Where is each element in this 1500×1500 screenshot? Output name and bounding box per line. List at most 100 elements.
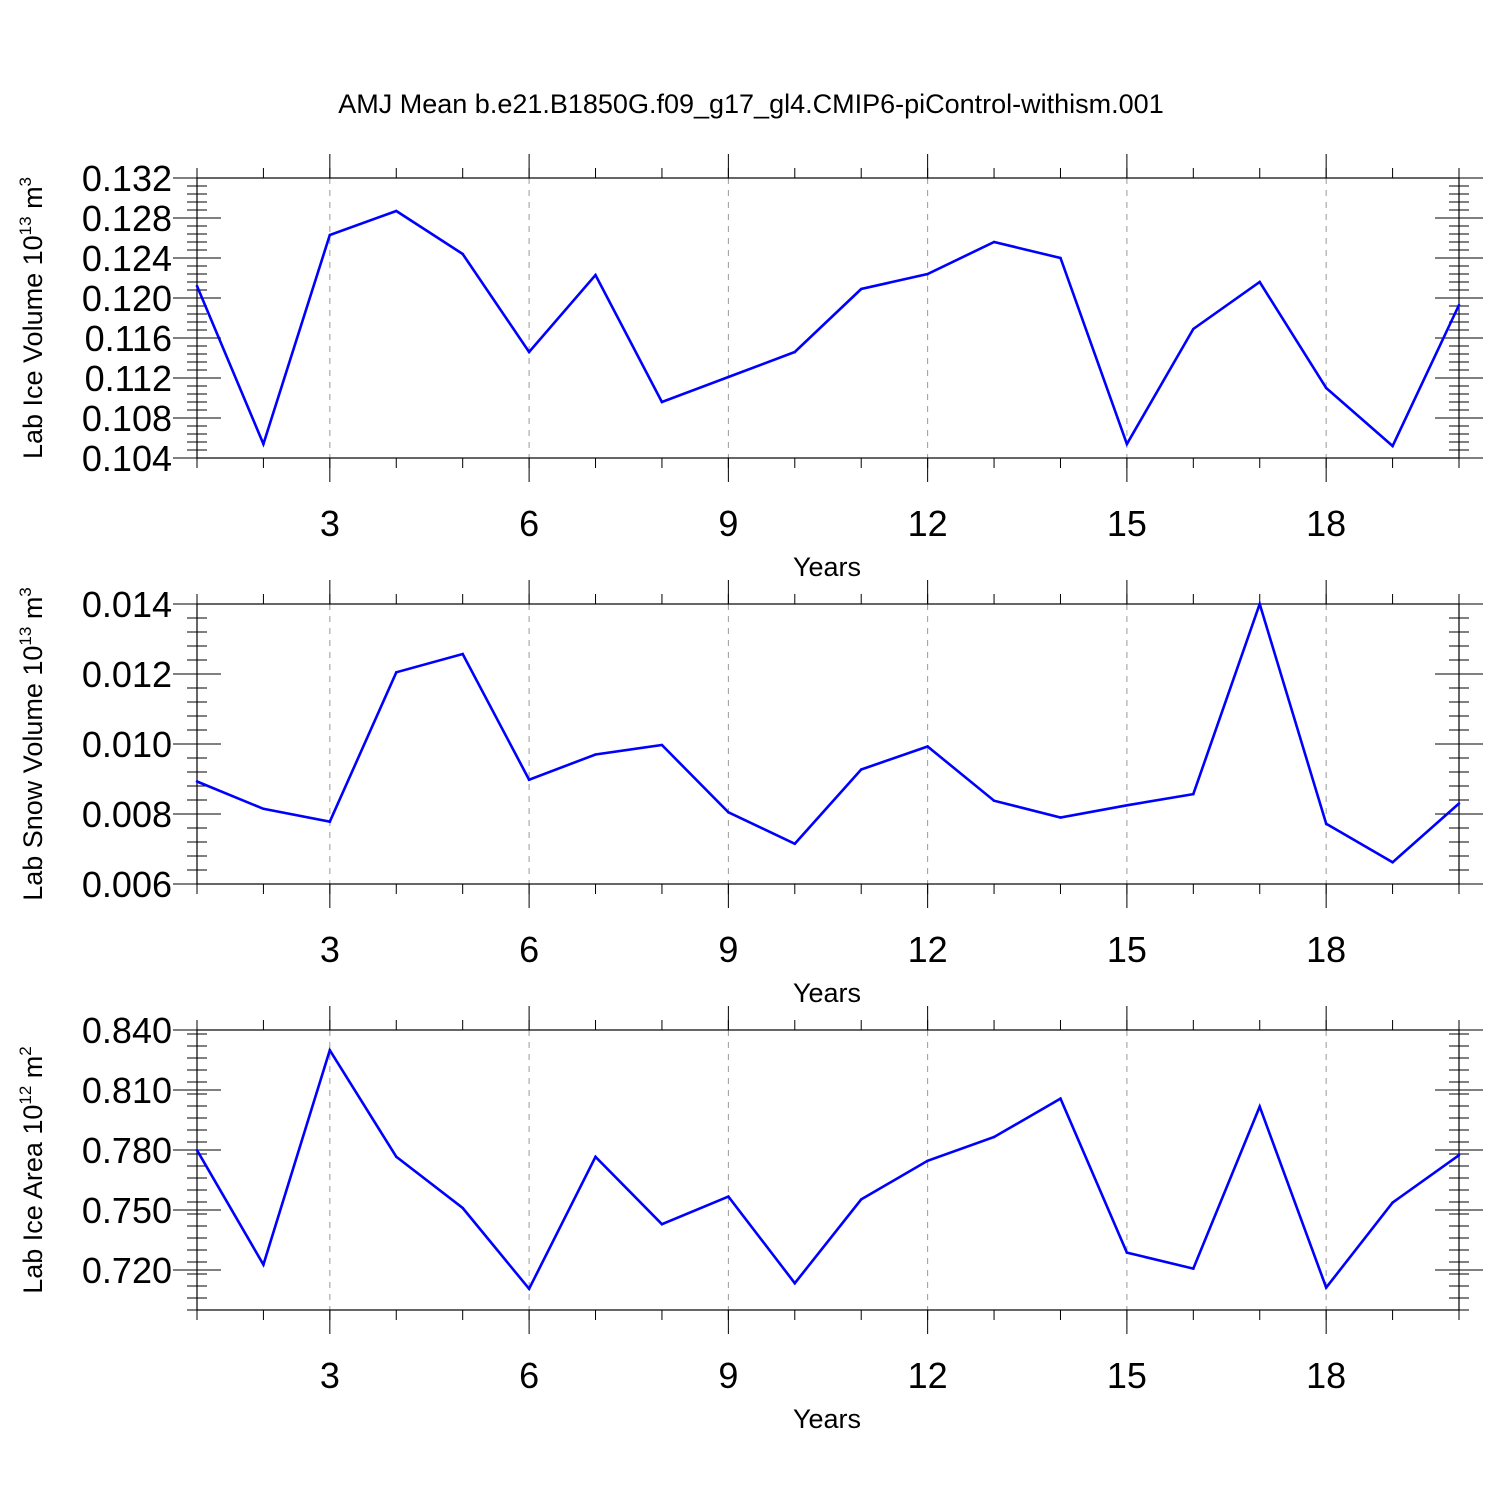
y-tick-label: 0.006 <box>82 864 172 905</box>
data-point <box>1324 822 1328 826</box>
data-point <box>461 252 464 256</box>
data-point <box>1192 1267 1195 1270</box>
data-point <box>1391 1201 1394 1204</box>
y-tick-label: 0.104 <box>82 438 172 479</box>
data-point <box>859 287 863 291</box>
x-tick-label: 18 <box>1306 503 1346 544</box>
y-label-exponent: 12 <box>16 1086 35 1105</box>
y-tick-label: 0.124 <box>82 238 172 279</box>
data-point <box>1192 327 1195 331</box>
y-tick-label: 0.010 <box>82 724 172 765</box>
plot-frame <box>196 1029 1460 1311</box>
x-tick-label: 12 <box>908 929 948 970</box>
y-tick-label: 0.810 <box>82 1070 172 1111</box>
data-point <box>926 272 929 276</box>
x-tick-label: 9 <box>718 503 738 544</box>
y-label-exponent: 13 <box>16 627 35 646</box>
x-axis-label: Years <box>793 1404 861 1434</box>
data-point <box>660 743 664 747</box>
data-point <box>195 780 199 783</box>
data-point <box>328 820 332 823</box>
y-tick-label: 0.012 <box>82 654 172 695</box>
y-label-text: Lab Ice Volume 10 <box>18 235 48 459</box>
x-tick-label: 9 <box>718 1355 738 1396</box>
x-tick-label: 9 <box>718 929 738 970</box>
x-tick-label: 3 <box>320 503 340 544</box>
x-tick-label: 6 <box>519 929 539 970</box>
data-point <box>195 284 199 288</box>
x-tick-label: 12 <box>908 1355 948 1396</box>
data-point <box>1457 303 1461 307</box>
data-point <box>527 1287 531 1291</box>
y-tick-label: 0.108 <box>82 398 172 439</box>
y-label-unit: m <box>18 186 48 216</box>
y-axis-label: Lab Ice Volume 1013 m3 <box>16 177 48 459</box>
series-line-1 <box>195 1047 1460 1292</box>
y-tick-label: 0.128 <box>82 198 172 239</box>
data-point <box>262 1263 265 1266</box>
x-tick-label: 18 <box>1306 1355 1346 1396</box>
data-point <box>394 670 398 674</box>
x-tick-label: 3 <box>320 929 340 970</box>
data-point <box>394 209 398 213</box>
y-tick-label: 0.008 <box>82 794 172 835</box>
y-label-text: Lab Snow Volume 10 <box>18 646 48 901</box>
y-tick-label: 0.116 <box>85 318 172 359</box>
y-tick-label: 0.720 <box>82 1250 172 1291</box>
data-point <box>727 1195 730 1198</box>
data-point <box>1324 386 1328 390</box>
data-point <box>1059 816 1062 819</box>
x-axis-label: Years <box>793 552 861 582</box>
data-point <box>594 273 597 277</box>
data-point <box>1258 280 1262 284</box>
data-point <box>527 778 531 781</box>
x-tick-label: 6 <box>519 1355 539 1396</box>
data-point <box>394 1155 398 1159</box>
data-point <box>328 1048 332 1052</box>
data-point <box>660 400 664 404</box>
y-tick-label: 0.840 <box>82 1010 172 1051</box>
y-tick-label: 0.750 <box>82 1190 172 1231</box>
data-point <box>727 810 730 814</box>
series-line-1 <box>196 599 1460 864</box>
y-label-unit: m <box>18 1056 48 1086</box>
y-label-exponent: 13 <box>16 216 35 235</box>
data-point <box>1125 803 1129 807</box>
panels-container: 3 6 9 12 15 180.1040.1080.1120.1160.1200.1240… <box>16 154 1483 1434</box>
y-axis-label: Lab Snow Volume 1013 m3 <box>16 587 48 901</box>
x-axis-label: Years <box>793 978 861 1008</box>
data-point <box>1324 1286 1328 1289</box>
panel-2: 3 6 9 12 15 18 0.006 0.008 0.010 0.012 0.014 Years L… <box>16 580 1483 1008</box>
data-point <box>1258 602 1262 606</box>
y-tick-label: 0.120 <box>82 278 172 319</box>
y-tick-label: 0.780 <box>82 1130 172 1171</box>
plot-frame <box>196 603 1460 885</box>
panel-3: 3 6 9 12 15 18 0.720 0.750 0.780 0.810 0.840 Years L… <box>16 1006 1483 1434</box>
x-tick-label: 18 <box>1306 929 1346 970</box>
y-tick-label: 0.014 <box>82 584 172 625</box>
data-point <box>461 1206 464 1210</box>
x-tick-label: 12 <box>908 503 948 544</box>
series-line-1 <box>195 209 1461 449</box>
data-point <box>328 233 332 237</box>
data-point <box>992 799 996 802</box>
data-point <box>926 1159 929 1163</box>
panel-1: 3 6 9 12 15 180.1040.1080.1120.1160.1200.1240… <box>16 154 1483 582</box>
data-point <box>859 1198 863 1201</box>
data-point <box>195 1148 199 1152</box>
data-point <box>992 240 996 244</box>
data-point <box>992 1135 996 1139</box>
data-point <box>660 1222 664 1226</box>
data-point <box>793 842 797 846</box>
data-point <box>1391 861 1394 864</box>
x-tick-label: 15 <box>1107 1355 1147 1396</box>
y-label-unit-exponent: 3 <box>16 177 35 186</box>
data-point <box>1192 792 1195 796</box>
data-point <box>859 768 863 771</box>
data-point <box>793 1281 797 1285</box>
data-point <box>1125 1251 1129 1254</box>
y-label-unit-exponent: 2 <box>16 1046 35 1055</box>
y-label-unit-exponent: 3 <box>16 587 35 596</box>
data-point <box>262 442 265 446</box>
